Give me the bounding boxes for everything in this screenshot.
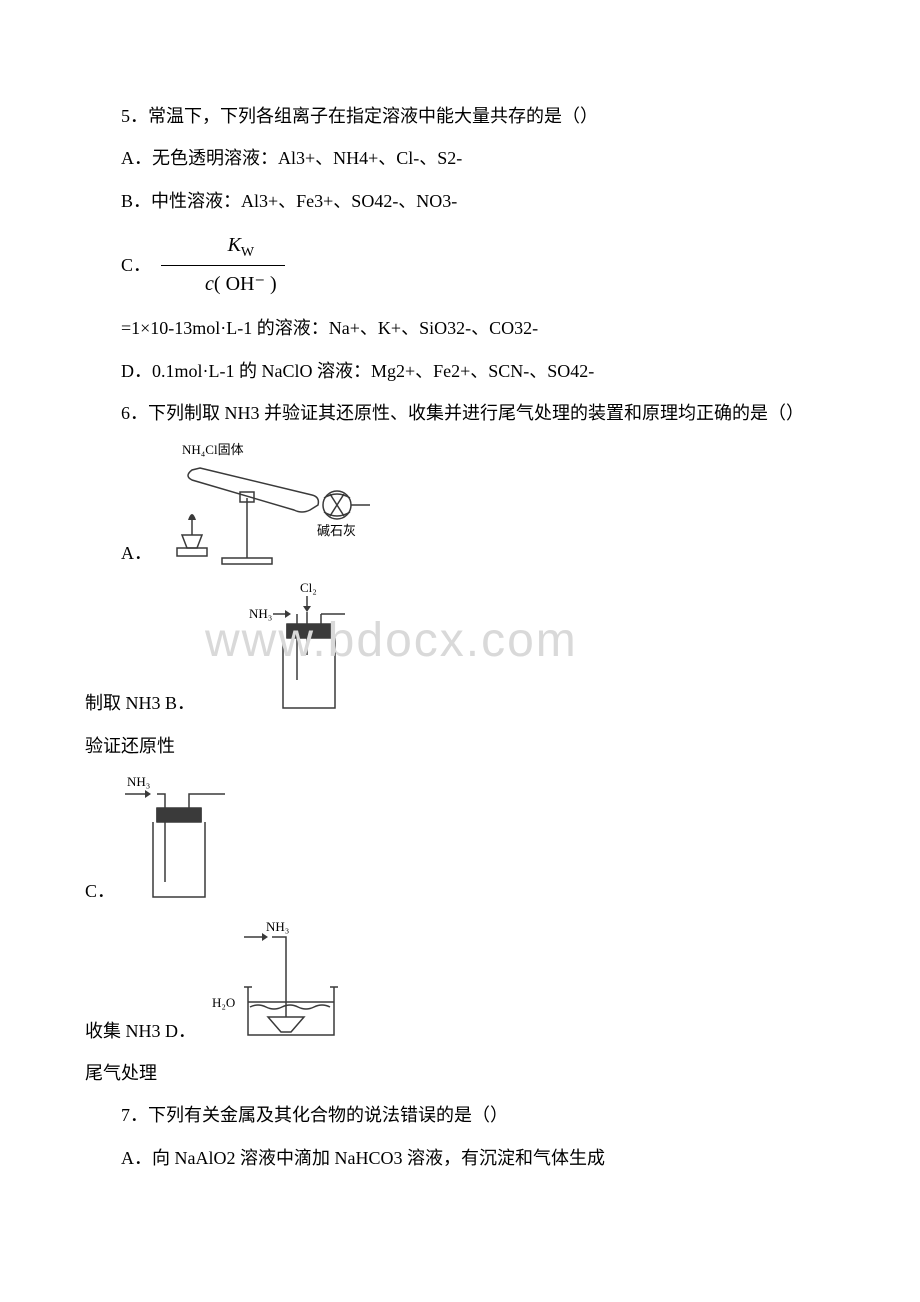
q5-opt-c-prefix: C． (85, 249, 151, 281)
label-nh3-d: NH₃ (266, 919, 289, 934)
q6-opt-c-prefix: C． (85, 875, 115, 907)
q6-stem-line1: 6．下列制取 NH3 并验证其还原性、收集并进行尾气处理的装置和原理均正确的是（… (85, 397, 835, 429)
apparatus-d-icon: NH₃ H₂O (206, 917, 366, 1047)
q5-stem: 5．常温下，下列各组离子在指定溶液中能大量共存的是（） (85, 100, 835, 132)
q6-opt-a-prefix: A． (121, 537, 152, 569)
q7-stem: 7．下列有关金属及其化合物的说法错误的是（） (85, 1099, 835, 1131)
q6-row-b: 制取 NH3 B． Cl₂ NH₃ (85, 580, 835, 720)
apparatus-b-icon: Cl₂ NH₃ (245, 580, 375, 720)
label-h2o: H₂O (212, 995, 235, 1010)
label-nh3-c: NH₃ (127, 774, 150, 789)
q6-row-c: C． NH₃ (85, 772, 835, 907)
q5-opt-c-frac-row: C． KW c( OH⁻ ) (85, 227, 835, 302)
apparatus-a-icon: NH₄Cl固体 (152, 440, 382, 570)
label-nh3-b: NH₃ (249, 606, 272, 621)
q6-cap-b: 验证还原性 (85, 730, 835, 762)
frac-den-oh: ( OH⁻ ) (214, 273, 277, 295)
q5-opt-c-suffix: =1×10-13mol·L-1 的溶液：Na+、K+、SiO32-、CO32- (85, 312, 835, 344)
q5-opt-d: D．0.1mol·L-1 的 NaClO 溶液：Mg2+、Fe2+、SCN-、S… (85, 355, 835, 387)
fraction-kw-over-coh: KW c( OH⁻ ) (161, 227, 285, 302)
label-sodalime: 碱石灰 (317, 523, 356, 538)
apparatus-c-icon: NH₃ (115, 772, 245, 907)
label-nh4cl: NH₄Cl固体 (182, 442, 244, 457)
label-cl2: Cl₂ (300, 580, 317, 595)
q7-opt-a: A．向 NaAlO2 溶液中滴加 NaHCO3 溶液，有沉淀和气体生成 (85, 1142, 835, 1174)
q6-row-a: A． NH₄Cl固体 (121, 440, 835, 570)
q6-cap-a: 制取 NH3 B． (85, 687, 195, 719)
q6-row-d: 收集 NH3 D． NH₃ H₂O (85, 917, 835, 1047)
q5-opt-a: A．无色透明溶液：Al3+、NH4+、Cl-、S2- (85, 142, 835, 174)
q5-opt-b: B．中性溶液：Al3+、Fe3+、SO42-、NO3- (85, 185, 835, 217)
q6-cap-c: 收集 NH3 D． (85, 1015, 196, 1047)
frac-den-c: c (205, 273, 214, 295)
frac-num-w: W (241, 245, 254, 260)
q6-stem-text: 6．下列制取 NH3 并验证其还原性、收集并进行尾气处理的装置和原理均正确的是（… (121, 403, 804, 423)
q6-cap-d: 尾气处理 (85, 1057, 835, 1089)
frac-num-k: K (228, 234, 241, 256)
